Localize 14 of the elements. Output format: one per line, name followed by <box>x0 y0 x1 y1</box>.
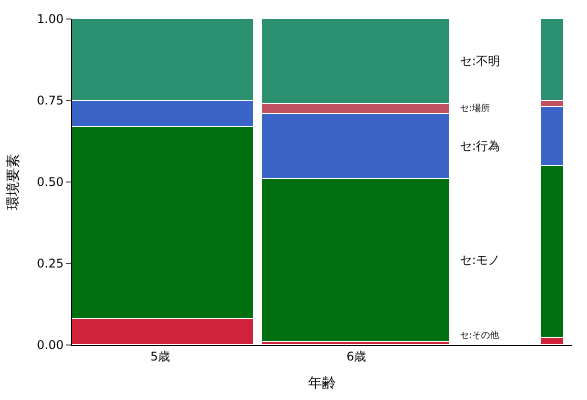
series-label: セ:場所 <box>460 103 490 114</box>
y-axis-title: 環境要素 <box>5 154 22 210</box>
y-tick-label: 0.50 <box>36 175 64 190</box>
y-tick-label: 0.25 <box>36 256 64 271</box>
x-tick-label: 5歳 <box>150 349 170 364</box>
x-axis-title: 年齢 <box>308 376 336 392</box>
y-tick-label: 0.75 <box>36 94 64 108</box>
y-tick-label: 0.00 <box>36 338 64 352</box>
series-label: セ:その他 <box>460 330 500 341</box>
series-label: セ:不明 <box>460 54 500 68</box>
x-tick-label: 6歳 <box>346 349 366 364</box>
series-label: セ:モノ <box>460 253 500 267</box>
y-tick-label: 1.00 <box>36 12 64 26</box>
series-label: セ:行為 <box>460 139 500 153</box>
